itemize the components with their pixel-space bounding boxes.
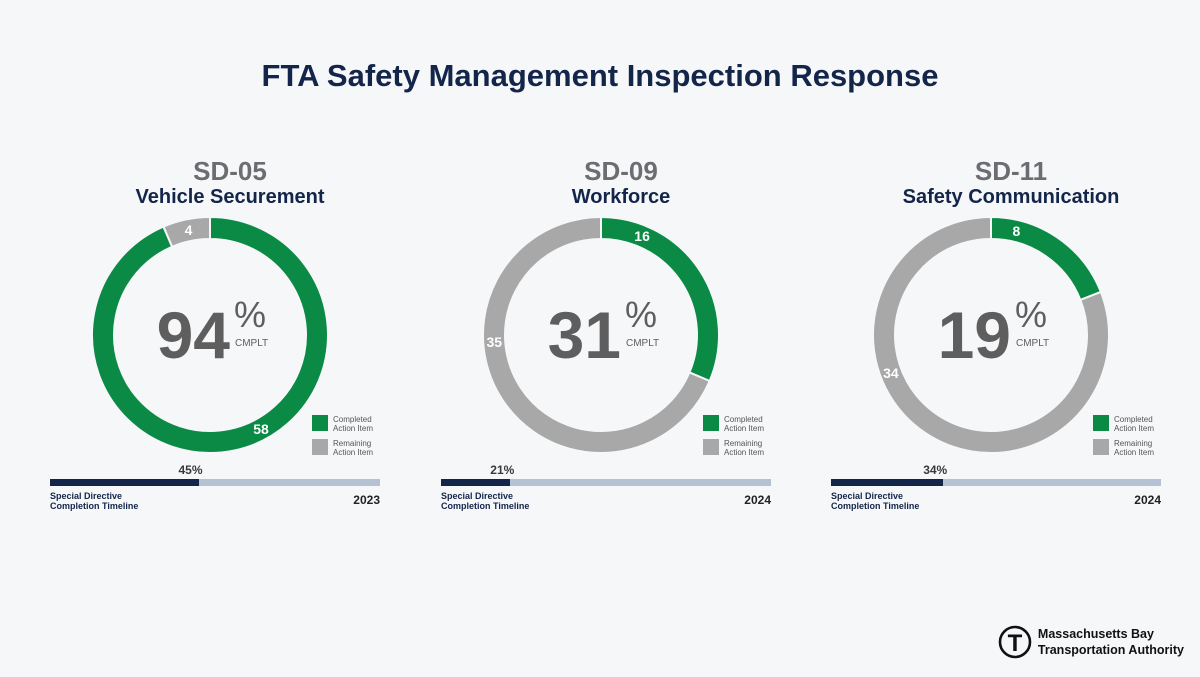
page-title: FTA Safety Management Inspection Respons… [261, 58, 939, 93]
percent-value: 31 [548, 298, 621, 372]
timeline-progress-bar [441, 479, 511, 486]
data-label-completed: 58 [253, 421, 269, 437]
legend-item-remaining: Remaining Action Item [312, 439, 385, 457]
timeline-label: Special Directive Completion Timeline [831, 491, 920, 511]
donut-segment-completed [91, 215, 329, 454]
timeline-label: Special Directive Completion Timeline [441, 491, 530, 511]
mbta-t-icon: T [998, 625, 1032, 659]
data-label-completed: 16 [634, 228, 650, 244]
data-label-remaining: 35 [486, 334, 502, 350]
chart-legend: Completed Action Item Remaining Action I… [312, 415, 385, 463]
directive-name: Safety Communication [902, 186, 1120, 208]
percent-sign: % [234, 294, 266, 335]
logo-mark-letter: T [1008, 630, 1023, 657]
timeline-percent: 45% [178, 463, 203, 477]
mbta-logo: T Massachusetts Bay Transportation Autho… [998, 625, 1184, 659]
timeline-progress-bar [50, 479, 199, 486]
chart-panel-sd-11: SD-11 Safety Communication 19 % CMPLT 8 3… [831, 150, 1191, 530]
timeline-percent: 34% [923, 463, 948, 477]
donut-segment-remaining [872, 215, 1110, 454]
legend-label-completed: Completed Action Item [333, 415, 374, 433]
timeline-track [50, 479, 380, 486]
timeline-year: 2024 [1134, 493, 1161, 507]
chart-panel-sd-05: SD-05 Vehicle Securement 94 % CMPLT 58 4 … [50, 150, 410, 530]
legend-label-remaining: Remaining Action Item [1114, 439, 1155, 457]
percent-caption: CMPLT [626, 338, 659, 349]
data-label-completed: 8 [1012, 223, 1020, 239]
directive-code: SD-11 [974, 156, 1048, 186]
directive-code: SD-05 [193, 156, 267, 186]
completion-timeline: 34% Special Directive Completion Timelin… [831, 463, 1161, 519]
directive-name: Workforce [571, 186, 671, 208]
timeline-percent: 21% [490, 463, 515, 477]
logo-line-1: Massachusetts Bay [1037, 627, 1154, 641]
percent-sign: % [1015, 294, 1047, 335]
legend-item-completed: Completed Action Item [1093, 415, 1166, 433]
legend-label-completed: Completed Action Item [1114, 415, 1155, 433]
legend-item-remaining: Remaining Action Item [1093, 439, 1166, 457]
logo-line-2: Transportation Authority [1037, 643, 1184, 657]
donut-chart: 31 % CMPLT 16 35 [482, 215, 720, 454]
timeline-year: 2023 [353, 493, 380, 507]
chart-panel-sd-09: SD-09 Workforce 31 % CMPLT 16 35 Complete… [441, 150, 801, 530]
data-label-remaining: 34 [883, 365, 899, 381]
donut-segment-remaining [482, 215, 711, 454]
percent-caption: CMPLT [1016, 338, 1049, 349]
legend-item-remaining: Remaining Action Item [703, 439, 776, 457]
percent-caption: CMPLT [235, 338, 268, 349]
donut-segment-completed [990, 215, 1103, 302]
chart-legend: Completed Action Item Remaining Action I… [1093, 415, 1166, 463]
timeline-label: Special Directive Completion Timeline [50, 491, 139, 511]
percent-value: 94 [157, 298, 231, 372]
data-label-remaining: 4 [185, 222, 193, 238]
timeline-year: 2024 [744, 493, 771, 507]
directive-name: Vehicle Securement [135, 186, 325, 208]
donut-chart: 19 % CMPLT 8 34 [872, 215, 1110, 454]
percent-value: 19 [938, 298, 1011, 372]
chart-legend: Completed Action Item Remaining Action I… [703, 415, 776, 463]
legend-swatch-completed [1093, 415, 1109, 431]
donut-chart: 94 % CMPLT 58 4 [91, 215, 329, 454]
legend-label-completed: Completed Action Item [724, 415, 765, 433]
legend-item-completed: Completed Action Item [703, 415, 776, 433]
legend-swatch-completed [312, 415, 328, 431]
completion-timeline: 45% Special Directive Completion Timelin… [50, 463, 380, 519]
legend-item-completed: Completed Action Item [312, 415, 385, 433]
legend-swatch-remaining [1093, 439, 1109, 455]
percent-sign: % [625, 294, 657, 335]
legend-swatch-remaining [703, 439, 719, 455]
logo-text: Massachusetts Bay Transportation Authori… [1038, 626, 1184, 658]
donut-segment-remaining [162, 215, 211, 249]
timeline-track [441, 479, 771, 486]
directive-code: SD-09 [584, 156, 658, 186]
legend-swatch-remaining [312, 439, 328, 455]
legend-label-remaining: Remaining Action Item [724, 439, 765, 457]
legend-label-remaining: Remaining Action Item [333, 439, 374, 457]
legend-swatch-completed [703, 415, 719, 431]
timeline-progress-bar [831, 479, 944, 486]
timeline-track [831, 479, 1161, 486]
completion-timeline: 21% Special Directive Completion Timelin… [441, 463, 771, 519]
